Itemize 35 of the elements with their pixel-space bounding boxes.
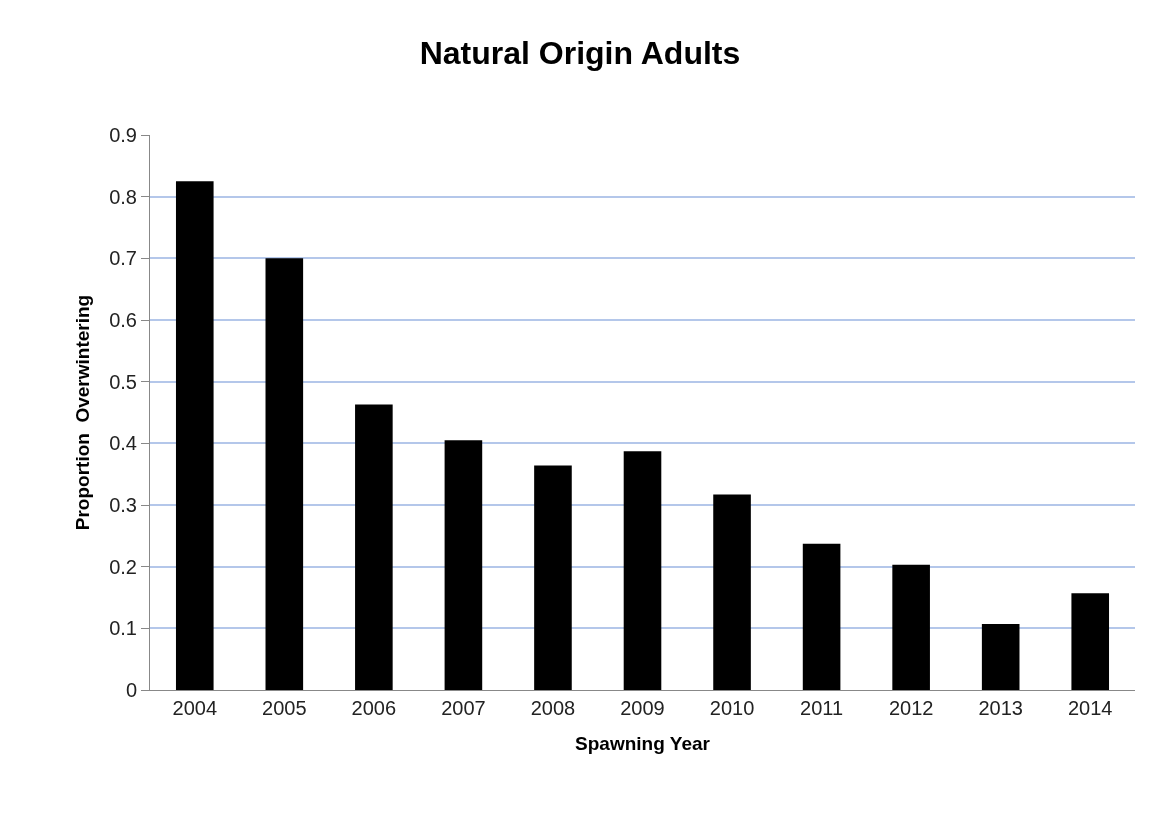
y-tick-label: 0.6 (109, 309, 137, 331)
bar (355, 404, 393, 690)
y-tick-label: 0.2 (109, 555, 137, 578)
x-axis-title: Spawning Year (575, 732, 711, 754)
x-tick-label: 2006 (351, 697, 397, 719)
x-tick-label: 2009 (620, 697, 665, 719)
y-axis-title: Proportion Overwintering (72, 294, 94, 531)
y-tick-label: 0.3 (109, 494, 137, 516)
bar (175, 181, 214, 690)
x-tick-label: 2010 (709, 697, 755, 719)
bar (981, 624, 1020, 690)
x-tick-label: 2013 (978, 697, 1023, 719)
x-tick-label: 2007 (441, 697, 486, 719)
bar (444, 440, 483, 690)
bar (1071, 593, 1110, 690)
bar (713, 494, 751, 690)
bar (892, 564, 930, 690)
x-tick-label: 2005 (262, 697, 307, 719)
x-tick-label: 2004 (172, 697, 218, 719)
y-tick-label: 0.4 (109, 432, 137, 455)
x-tick-label: 2011 (800, 697, 844, 719)
bar (802, 543, 841, 690)
y-tick-label: 0.8 (109, 185, 137, 208)
chart-title: Natural Origin Adults (419, 34, 741, 71)
bar (534, 465, 572, 690)
x-tick-label: 2008 (530, 697, 576, 719)
y-tick-label: 0.7 (109, 247, 137, 270)
bar (265, 258, 304, 690)
y-tick-label: 0.9 (109, 124, 137, 146)
y-tick-label: 0.5 (109, 370, 137, 393)
y-tick-label: 0 (125, 679, 137, 701)
x-tick-label: 2014 (1067, 697, 1113, 719)
y-tick-label: 0.1 (109, 617, 137, 640)
bar (623, 451, 662, 690)
x-tick-label: 2012 (888, 697, 934, 719)
